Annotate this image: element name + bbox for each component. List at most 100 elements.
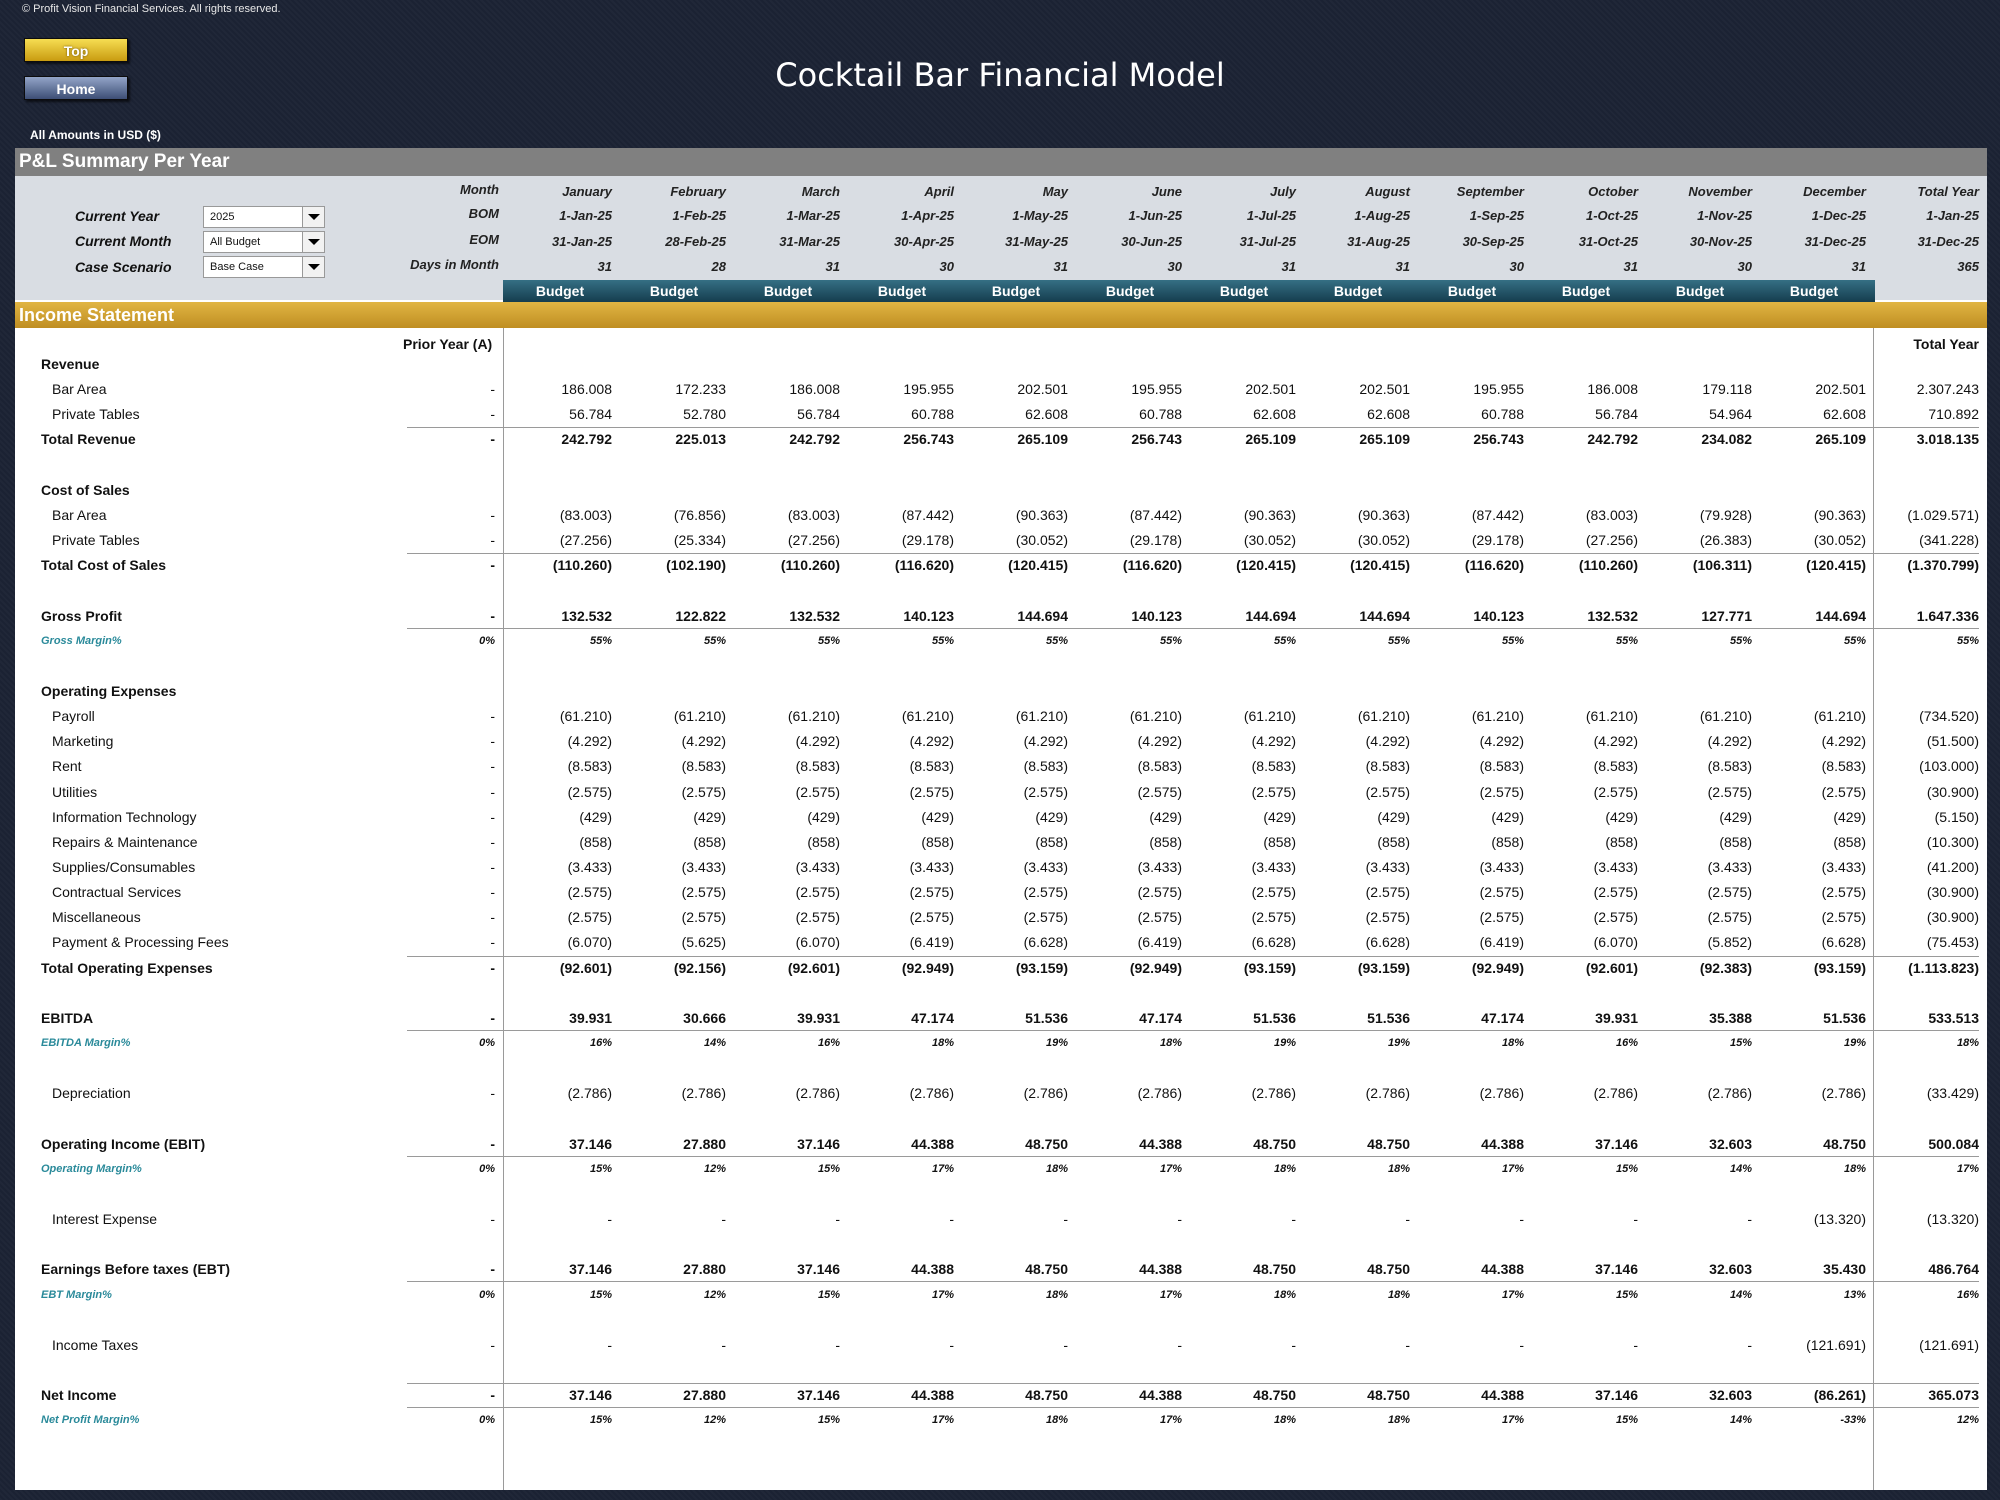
value-cell: (2.575) (1821, 783, 1866, 800)
value-cell: (858) (693, 833, 726, 850)
value-cell: - (949, 1211, 954, 1228)
value-cell: 18% (1273, 1162, 1296, 1175)
value-cell: (92.601) (559, 959, 612, 976)
value-cell: 37.146 (1595, 1135, 1638, 1152)
value-cell: 47.174 (1481, 1009, 1524, 1026)
current-month-dropdown[interactable]: All Budget (203, 231, 325, 253)
bom-header-label: BOM (468, 206, 499, 221)
value-cell: 19% (1387, 1037, 1410, 1050)
value-cell: 55% (1729, 634, 1752, 647)
chevron-down-icon[interactable] (302, 257, 324, 277)
value-cell: 225.013 (675, 431, 726, 448)
value-cell: 47.174 (911, 1009, 954, 1026)
value-cell: 17% (1501, 1162, 1524, 1175)
value-cell: 202.501 (1815, 381, 1866, 398)
value-cell: (3.433) (681, 859, 726, 875)
top-button[interactable]: Top (24, 38, 128, 62)
value-cell: (6.070) (1593, 934, 1638, 951)
value-cell: (858) (1605, 833, 1638, 850)
value-cell: (110.260) (780, 557, 840, 574)
value-cell: (2.786) (795, 1085, 840, 1102)
value-cell: (4.292) (681, 733, 726, 750)
value-cell: (30.052) (1813, 532, 1866, 549)
value-cell: 17% (1501, 1288, 1524, 1301)
value-cell: - (721, 1336, 726, 1353)
chevron-down-icon[interactable] (302, 232, 324, 252)
value-cell: (2.575) (1593, 909, 1638, 926)
value-cell: 19% (1843, 1037, 1866, 1050)
value-cell: 16% (1615, 1037, 1638, 1050)
value-cell: (4.292) (1023, 733, 1068, 750)
value-cell: (6.628) (1023, 934, 1068, 951)
value-cell: (6.628) (1365, 934, 1410, 951)
value-cell: (2.786) (1479, 1085, 1524, 1102)
chevron-down-icon[interactable] (302, 207, 324, 227)
eom-date: 31-Dec-25 (1917, 234, 1979, 249)
value-cell: 18% (1159, 1037, 1182, 1050)
value-cell: 195.955 (1473, 381, 1524, 398)
value-cell: 17% (1159, 1162, 1182, 1175)
value-cell: (75.453) (1926, 934, 1979, 951)
row-label: Operating Margin% (41, 1162, 142, 1175)
value-cell: 17% (1159, 1288, 1182, 1301)
header-area: Current Year 2025 Current Month All Budg… (15, 176, 1987, 300)
value-cell: (83.003) (787, 506, 840, 523)
value-cell: (93.159) (1357, 959, 1410, 976)
value-cell: (10.300) (1926, 833, 1979, 850)
value-cell: - (1519, 1211, 1524, 1228)
row-label: Utilities (52, 783, 98, 800)
value-cell: 18% (1387, 1162, 1410, 1175)
value-cell: (93.159) (1813, 959, 1866, 976)
value-cell: (8.583) (1023, 758, 1068, 775)
prior-year-cell: - (490, 959, 495, 976)
total-rule (407, 627, 1979, 629)
value-cell: 27.880 (683, 1387, 726, 1404)
case-scenario-dropdown[interactable]: Base Case (203, 256, 325, 278)
value-cell: 55% (1615, 634, 1638, 647)
budget-label: Budget (1789, 283, 1839, 299)
value-cell: (2.575) (1023, 783, 1068, 800)
value-cell: 256.743 (1473, 431, 1524, 448)
bom-date: 1-Jan-25 (559, 208, 612, 223)
value-cell: 242.792 (789, 431, 840, 448)
value-cell: 51.536 (1025, 1009, 1068, 1026)
value-cell: - (721, 1211, 726, 1228)
prior-year-cell: - (490, 934, 495, 951)
value-cell: (8.583) (1707, 758, 1752, 775)
value-cell: 144.694 (1815, 607, 1866, 624)
value-cell: (61.210) (1813, 708, 1866, 725)
row-label: Depreciation (52, 1085, 131, 1102)
value-cell: 13% (1843, 1288, 1866, 1301)
value-cell: (2.575) (1137, 909, 1182, 926)
value-cell: (429) (1719, 808, 1752, 825)
value-cell: (30.052) (1243, 532, 1296, 549)
value-cell: (110.260) (552, 557, 612, 574)
value-cell: (30.900) (1926, 909, 1979, 926)
value-cell: (8.583) (681, 758, 726, 775)
value-cell: 186.008 (561, 381, 612, 398)
value-cell: 27.880 (683, 1261, 726, 1278)
month-name: February (670, 184, 726, 199)
eom-date: 30-Nov-25 (1689, 234, 1752, 249)
value-cell: 18% (931, 1037, 954, 1050)
value-cell: 500.084 (1928, 1135, 1979, 1152)
value-cell: (2.575) (567, 884, 612, 901)
bom-date: 1-Mar-25 (786, 208, 840, 223)
value-cell: (90.363) (1243, 506, 1296, 523)
value-cell: 48.750 (1253, 1135, 1296, 1152)
value-cell: (6.070) (795, 934, 840, 951)
value-cell: 132.532 (561, 607, 612, 624)
value-cell: (2.575) (1479, 884, 1524, 901)
value-cell: 55% (589, 634, 612, 647)
value-cell: - (1747, 1336, 1752, 1353)
value-cell: 27.880 (683, 1135, 726, 1152)
current-year-dropdown[interactable]: 2025 (203, 206, 325, 228)
month-name: October (1588, 184, 1638, 199)
value-cell: 132.532 (1587, 607, 1638, 624)
value-cell: (2.575) (1137, 884, 1182, 901)
value-cell: 55% (1956, 634, 1979, 647)
row-label: Earnings Before taxes (EBT) (41, 1261, 231, 1278)
prior-year-cell: - (490, 1135, 495, 1152)
value-cell: (92.949) (901, 959, 954, 976)
home-button[interactable]: Home (24, 76, 128, 100)
